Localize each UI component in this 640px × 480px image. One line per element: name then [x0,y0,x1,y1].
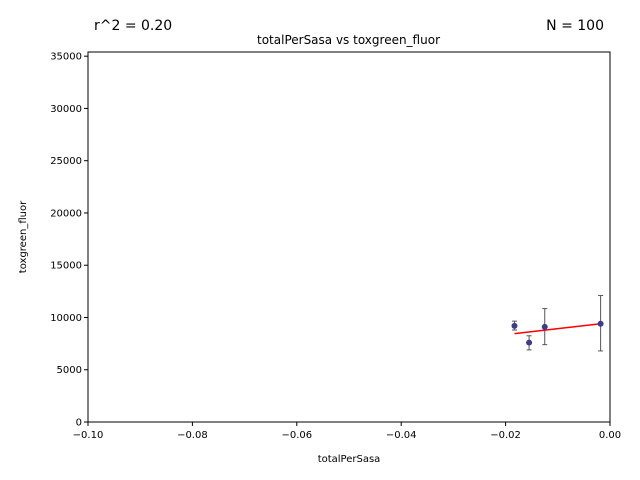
axes-frame [87,51,611,423]
y-tick-label: 15000 [50,261,82,272]
x-tick-label: −0.04 [386,430,417,441]
data-point [526,339,533,346]
r-squared-annotation: r^2 = 0.20 [94,18,172,34]
y-tick-label: 30000 [50,104,82,115]
x-tick-label: 0.00 [599,430,621,441]
y-tick-label: 0 [76,418,82,429]
y-tick-label: 10000 [50,313,82,324]
plot-area [511,295,604,352]
x-axis-label: totalPerSasa [318,454,381,465]
x-tick-label: −0.06 [281,430,312,441]
x-tick-label: −0.02 [490,430,521,441]
data-point [597,320,604,327]
fit-line [514,323,601,335]
y-axis: 0 5000 10000 15000 20000 25000 30000 35000 [50,52,88,429]
x-tick-label: −0.10 [73,430,104,441]
chart-title: totalPerSasa vs toxgreen_fluor [257,33,440,47]
y-tick-label: 5000 [57,365,82,376]
y-tick-label: 20000 [50,208,82,219]
n-annotation: N = 100 [546,18,604,34]
y-tick-label: 35000 [50,52,82,63]
x-tick-label: −0.08 [177,430,208,441]
data-point [541,323,548,330]
x-axis: −0.10 −0.08 −0.06 −0.04 −0.02 0.00 [73,422,621,441]
y-tick-label: 25000 [50,156,82,167]
data-point [511,322,518,329]
y-axis-label: toxgreen_fluor [18,200,29,273]
